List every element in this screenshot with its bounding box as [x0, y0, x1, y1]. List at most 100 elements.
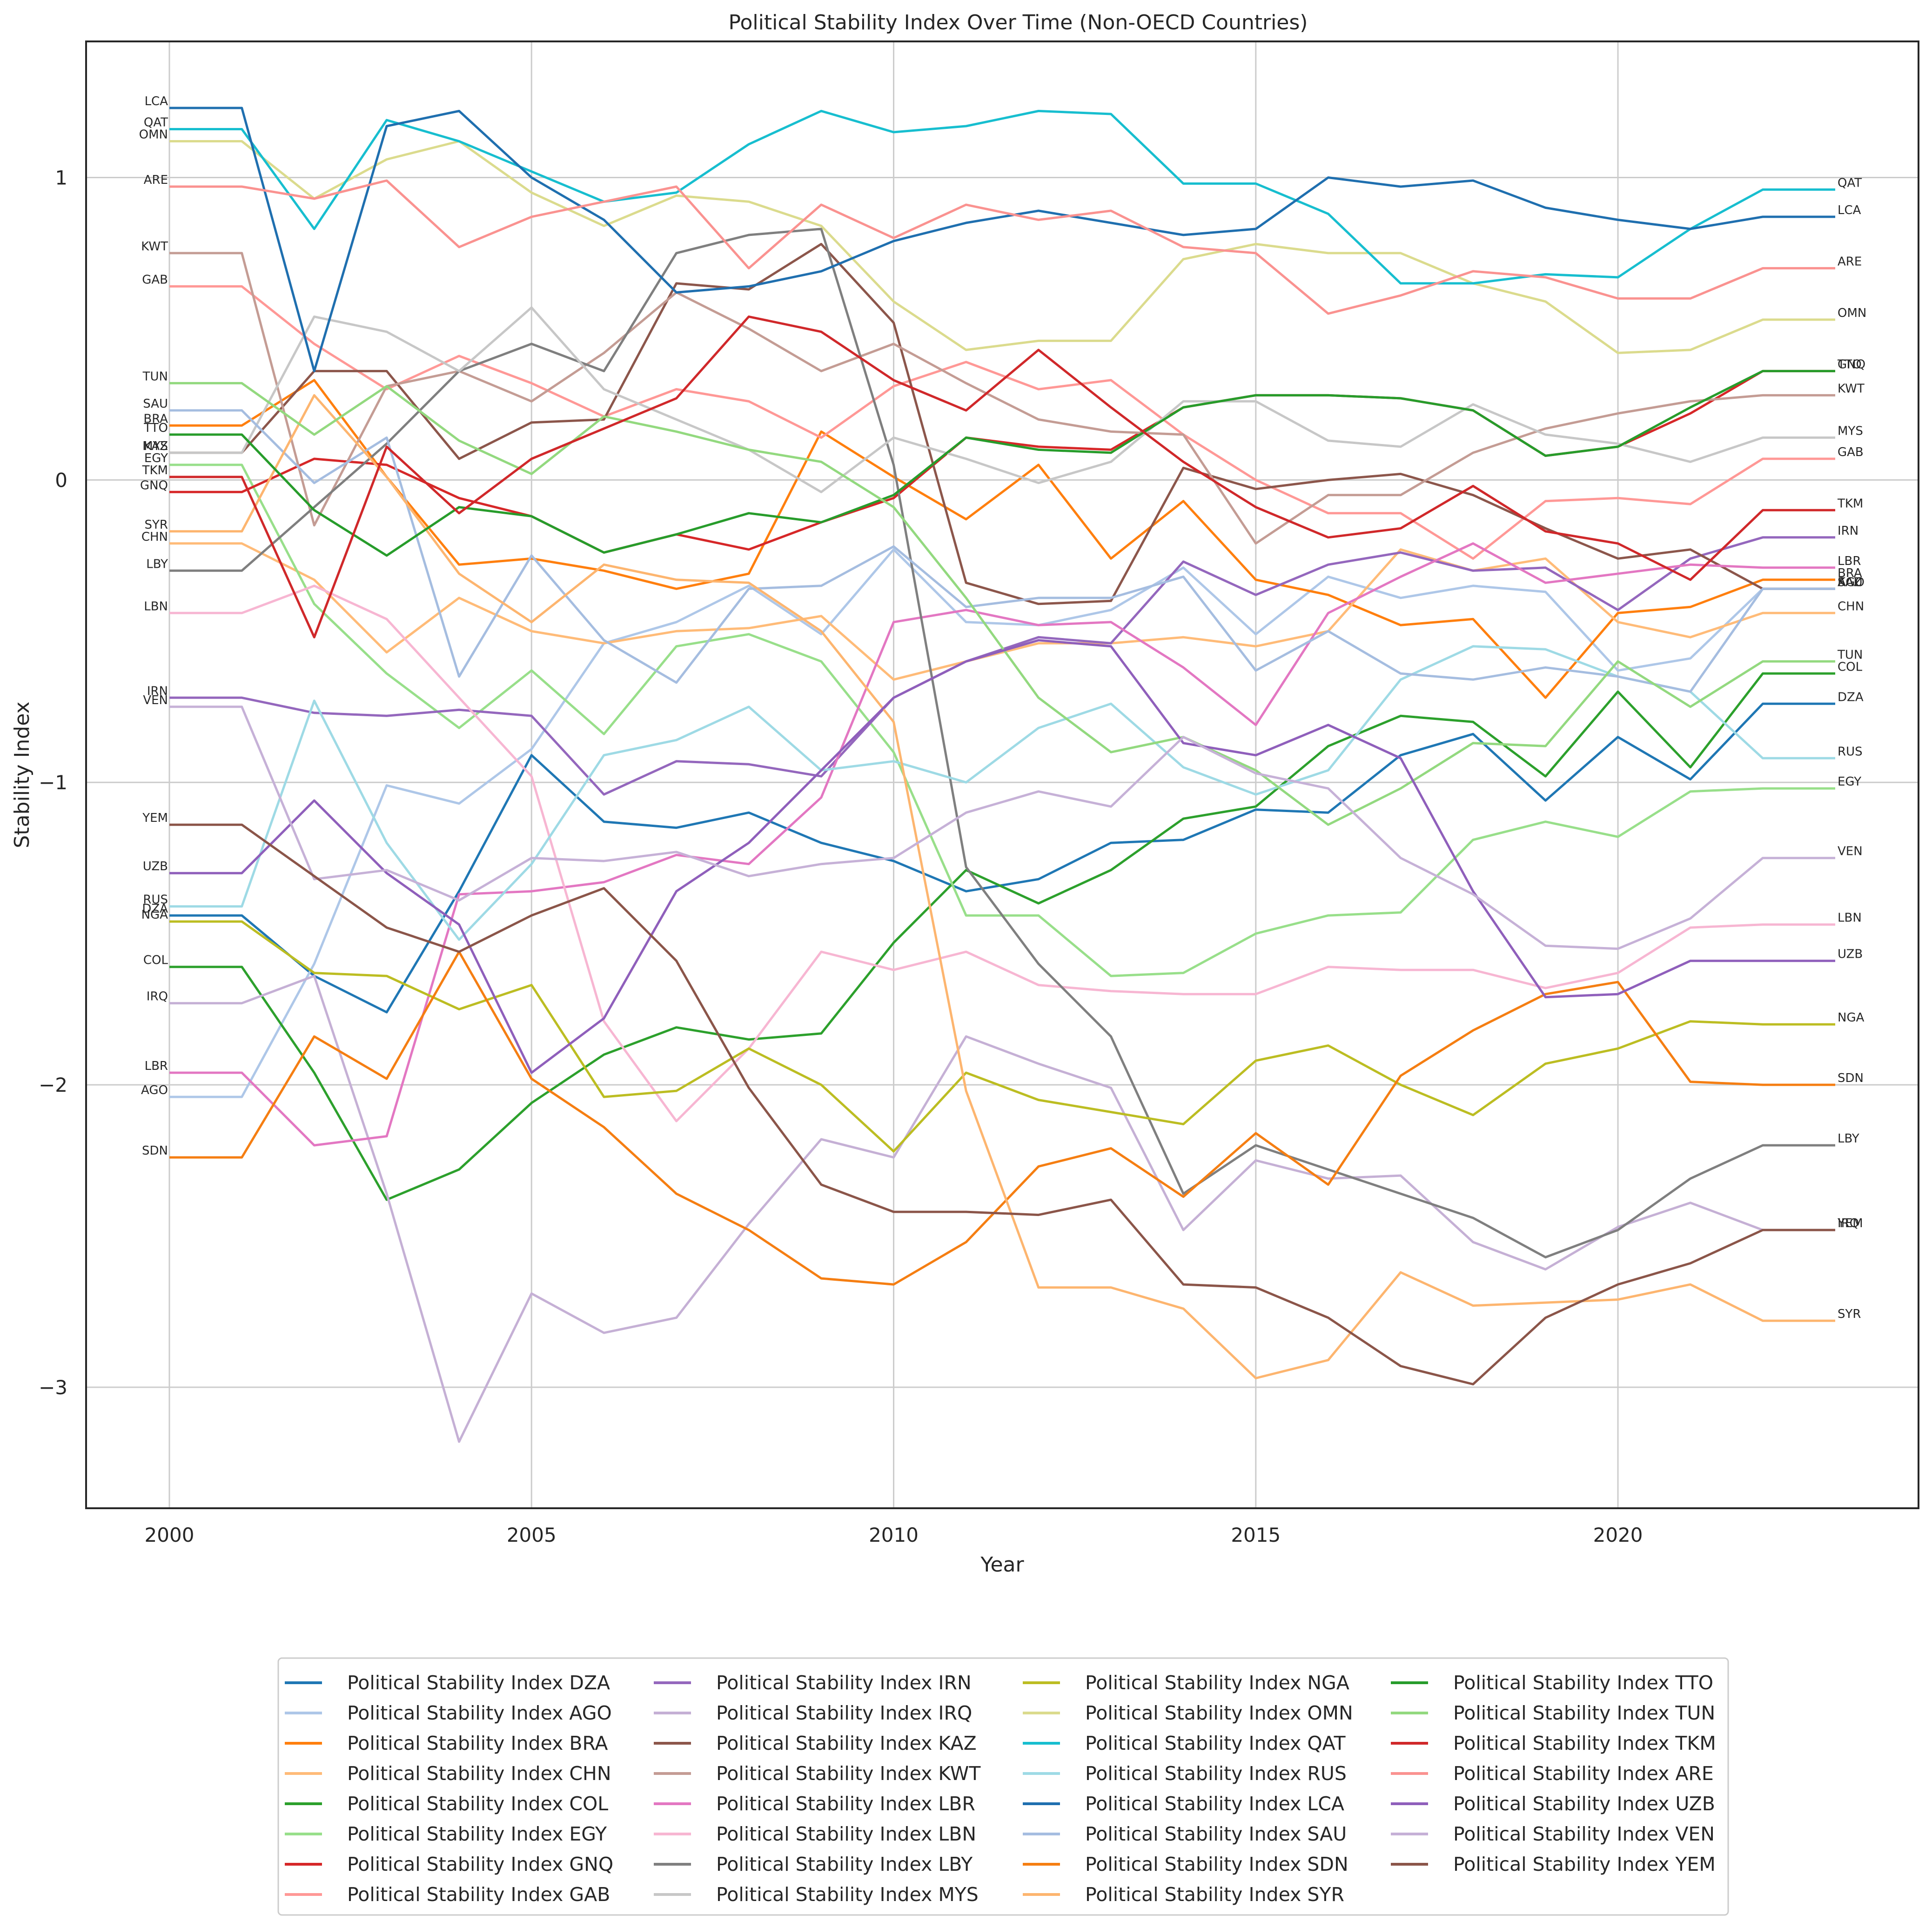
end-label-uzb: UZB — [1838, 947, 1863, 961]
end-label-ven: VEN — [1838, 845, 1863, 859]
end-label-yem: YEM — [1837, 1216, 1863, 1230]
end-label-syr: SYR — [1838, 1307, 1861, 1321]
end-label-gab: GAB — [1838, 445, 1864, 459]
y-tick-label: −1 — [39, 771, 67, 794]
legend-label: Political Stability Index LBR — [716, 1793, 975, 1815]
legend-item-irn: Political Stability Index IRN — [654, 1672, 972, 1694]
x-tick-label: 2000 — [145, 1524, 195, 1546]
end-label-tun: TUN — [1837, 648, 1863, 662]
legend-label: Political Stability Index SAU — [1085, 1823, 1347, 1845]
end-label-are: ARE — [1838, 255, 1862, 269]
legend-label: Political Stability Index DZA — [347, 1672, 610, 1694]
legend-label: Political Stability Index SDN — [1085, 1853, 1348, 1875]
end-label-lbr: LBR — [1838, 554, 1861, 568]
legend-item-ago: Political Stability Index AGO — [285, 1702, 612, 1724]
series-line-uzb — [169, 639, 1835, 1074]
start-label-uzb: UZB — [143, 860, 168, 873]
series-line-qat — [169, 110, 1835, 285]
plot-frame — [85, 40, 1919, 1509]
legend-item-nga: Political Stability Index NGA — [1023, 1672, 1349, 1694]
start-label-sau: SAU — [143, 397, 168, 411]
series-line-sdn — [169, 950, 1835, 1286]
legend-label: Political Stability Index COL — [347, 1793, 608, 1815]
end-label-lby: LBY — [1838, 1132, 1859, 1146]
legend-item-egy: Political Stability Index EGY — [285, 1823, 607, 1845]
end-label-ago: AGO — [1838, 575, 1865, 589]
start-label-lby: LBY — [146, 557, 168, 571]
y-axis-label: Stability Index — [10, 701, 34, 848]
end-label-lca: LCA — [1838, 203, 1861, 217]
end-label-irq: IRQ — [1838, 1216, 1859, 1230]
x-tick-label: 2010 — [869, 1524, 919, 1546]
legend-label: Political Stability Index LBN — [716, 1823, 976, 1845]
start-label-bra: BRA — [143, 412, 168, 426]
legend-item-gab: Political Stability Index GAB — [285, 1883, 610, 1906]
series-line-yem — [169, 823, 1835, 1385]
legend-label: Political Stability Index TKM — [1453, 1732, 1716, 1754]
legend-item-yem: Political Stability Index YEM — [1391, 1853, 1716, 1875]
legend-label: Political Stability Index CHN — [347, 1762, 611, 1785]
end-label-qat: QAT — [1838, 176, 1862, 190]
start-label-ago: AGO — [141, 1083, 168, 1097]
series-line-sau — [169, 409, 1835, 693]
legend-item-qat: Political Stability Index QAT — [1023, 1732, 1346, 1754]
y-tick-label: −3 — [39, 1376, 67, 1399]
legend-label: Political Stability Index LCA — [1085, 1793, 1344, 1815]
start-label-nga: NGA — [141, 908, 168, 922]
series-lines — [169, 107, 1835, 1443]
end-label-chn: CHN — [1838, 599, 1864, 613]
start-label-dza: DZA — [142, 902, 168, 916]
legend-item-dza: Political Stability Index DZA — [285, 1672, 610, 1694]
end-label-sdn: SDN — [1838, 1071, 1864, 1085]
legend-item-lby: Political Stability Index LBY — [654, 1853, 973, 1875]
end-label-tto: TTO — [1837, 357, 1862, 371]
end-label-tkm: TKM — [1837, 497, 1863, 511]
legend-item-kwt: Political Stability Index KWT — [654, 1762, 981, 1785]
x-axis-label: Year — [980, 1553, 1024, 1577]
grid-lines — [86, 41, 1919, 1508]
x-axis-ticks: 2000 2005 2010 2015 2020 — [145, 1524, 1643, 1546]
series-line-lca — [169, 107, 1835, 372]
start-label-yem: YEM — [142, 811, 168, 825]
legend-label: Political Stability Index OMN — [1085, 1702, 1353, 1724]
end-label-dza: DZA — [1838, 690, 1864, 704]
x-tick-label: 2020 — [1593, 1524, 1643, 1546]
legend-label: Political Stability Index TUN — [1453, 1702, 1715, 1724]
start-label-tto: TTO — [143, 421, 168, 435]
legend-label: Political Stability Index UZB — [1453, 1793, 1715, 1815]
end-label-irn: IRN — [1838, 524, 1858, 538]
legend-label: Political Stability Index KWT — [716, 1762, 981, 1785]
legend-item-lbn: Political Stability Index LBN — [654, 1823, 976, 1845]
legend: Political Stability Index DZA Political S… — [277, 1657, 1729, 1916]
start-label-mys: MYS — [142, 439, 168, 453]
start-label-syr: SYR — [145, 518, 168, 532]
series-line-lbn — [169, 584, 1835, 1122]
start-label-kaz: KAZ — [144, 439, 168, 453]
legend-item-sdn: Political Stability Index SDN — [1023, 1853, 1348, 1875]
legend-label: Political Stability Index GNQ — [347, 1853, 613, 1875]
legend-item-are: Political Stability Index ARE — [1391, 1762, 1714, 1785]
legend-item-omn: Political Stability Index OMN — [1023, 1702, 1353, 1724]
start-label-egy: EGY — [144, 451, 168, 465]
end-label-kwt: KWT — [1838, 382, 1865, 396]
legend-item-syr: Political Stability Index SYR — [1023, 1883, 1344, 1906]
series-line-lbr — [169, 542, 1835, 1147]
legend-frame — [277, 1657, 1729, 1916]
series-line-chn — [169, 542, 1835, 681]
start-label-lbn: LBN — [144, 599, 168, 613]
x-tick-label: 2015 — [1231, 1524, 1281, 1546]
legend-label: Political Stability Index VEN — [1453, 1823, 1715, 1845]
start-label-omn: OMN — [139, 128, 168, 141]
y-tick-label: −2 — [39, 1074, 67, 1096]
start-label-ven: VEN — [143, 693, 168, 707]
legend-label: Political Stability Index RUS — [1085, 1762, 1347, 1785]
legend-label: Political Stability Index ARE — [1453, 1762, 1714, 1785]
legend-label: Political Stability Index MYS — [716, 1883, 979, 1906]
legend-item-lca: Political Stability Index LCA — [1023, 1793, 1344, 1815]
series-line-irq — [169, 974, 1835, 1443]
start-label-qat: QAT — [144, 115, 168, 129]
legend-item-col: Political Stability Index COL — [285, 1793, 608, 1815]
start-label-kwt: KWT — [141, 240, 168, 254]
